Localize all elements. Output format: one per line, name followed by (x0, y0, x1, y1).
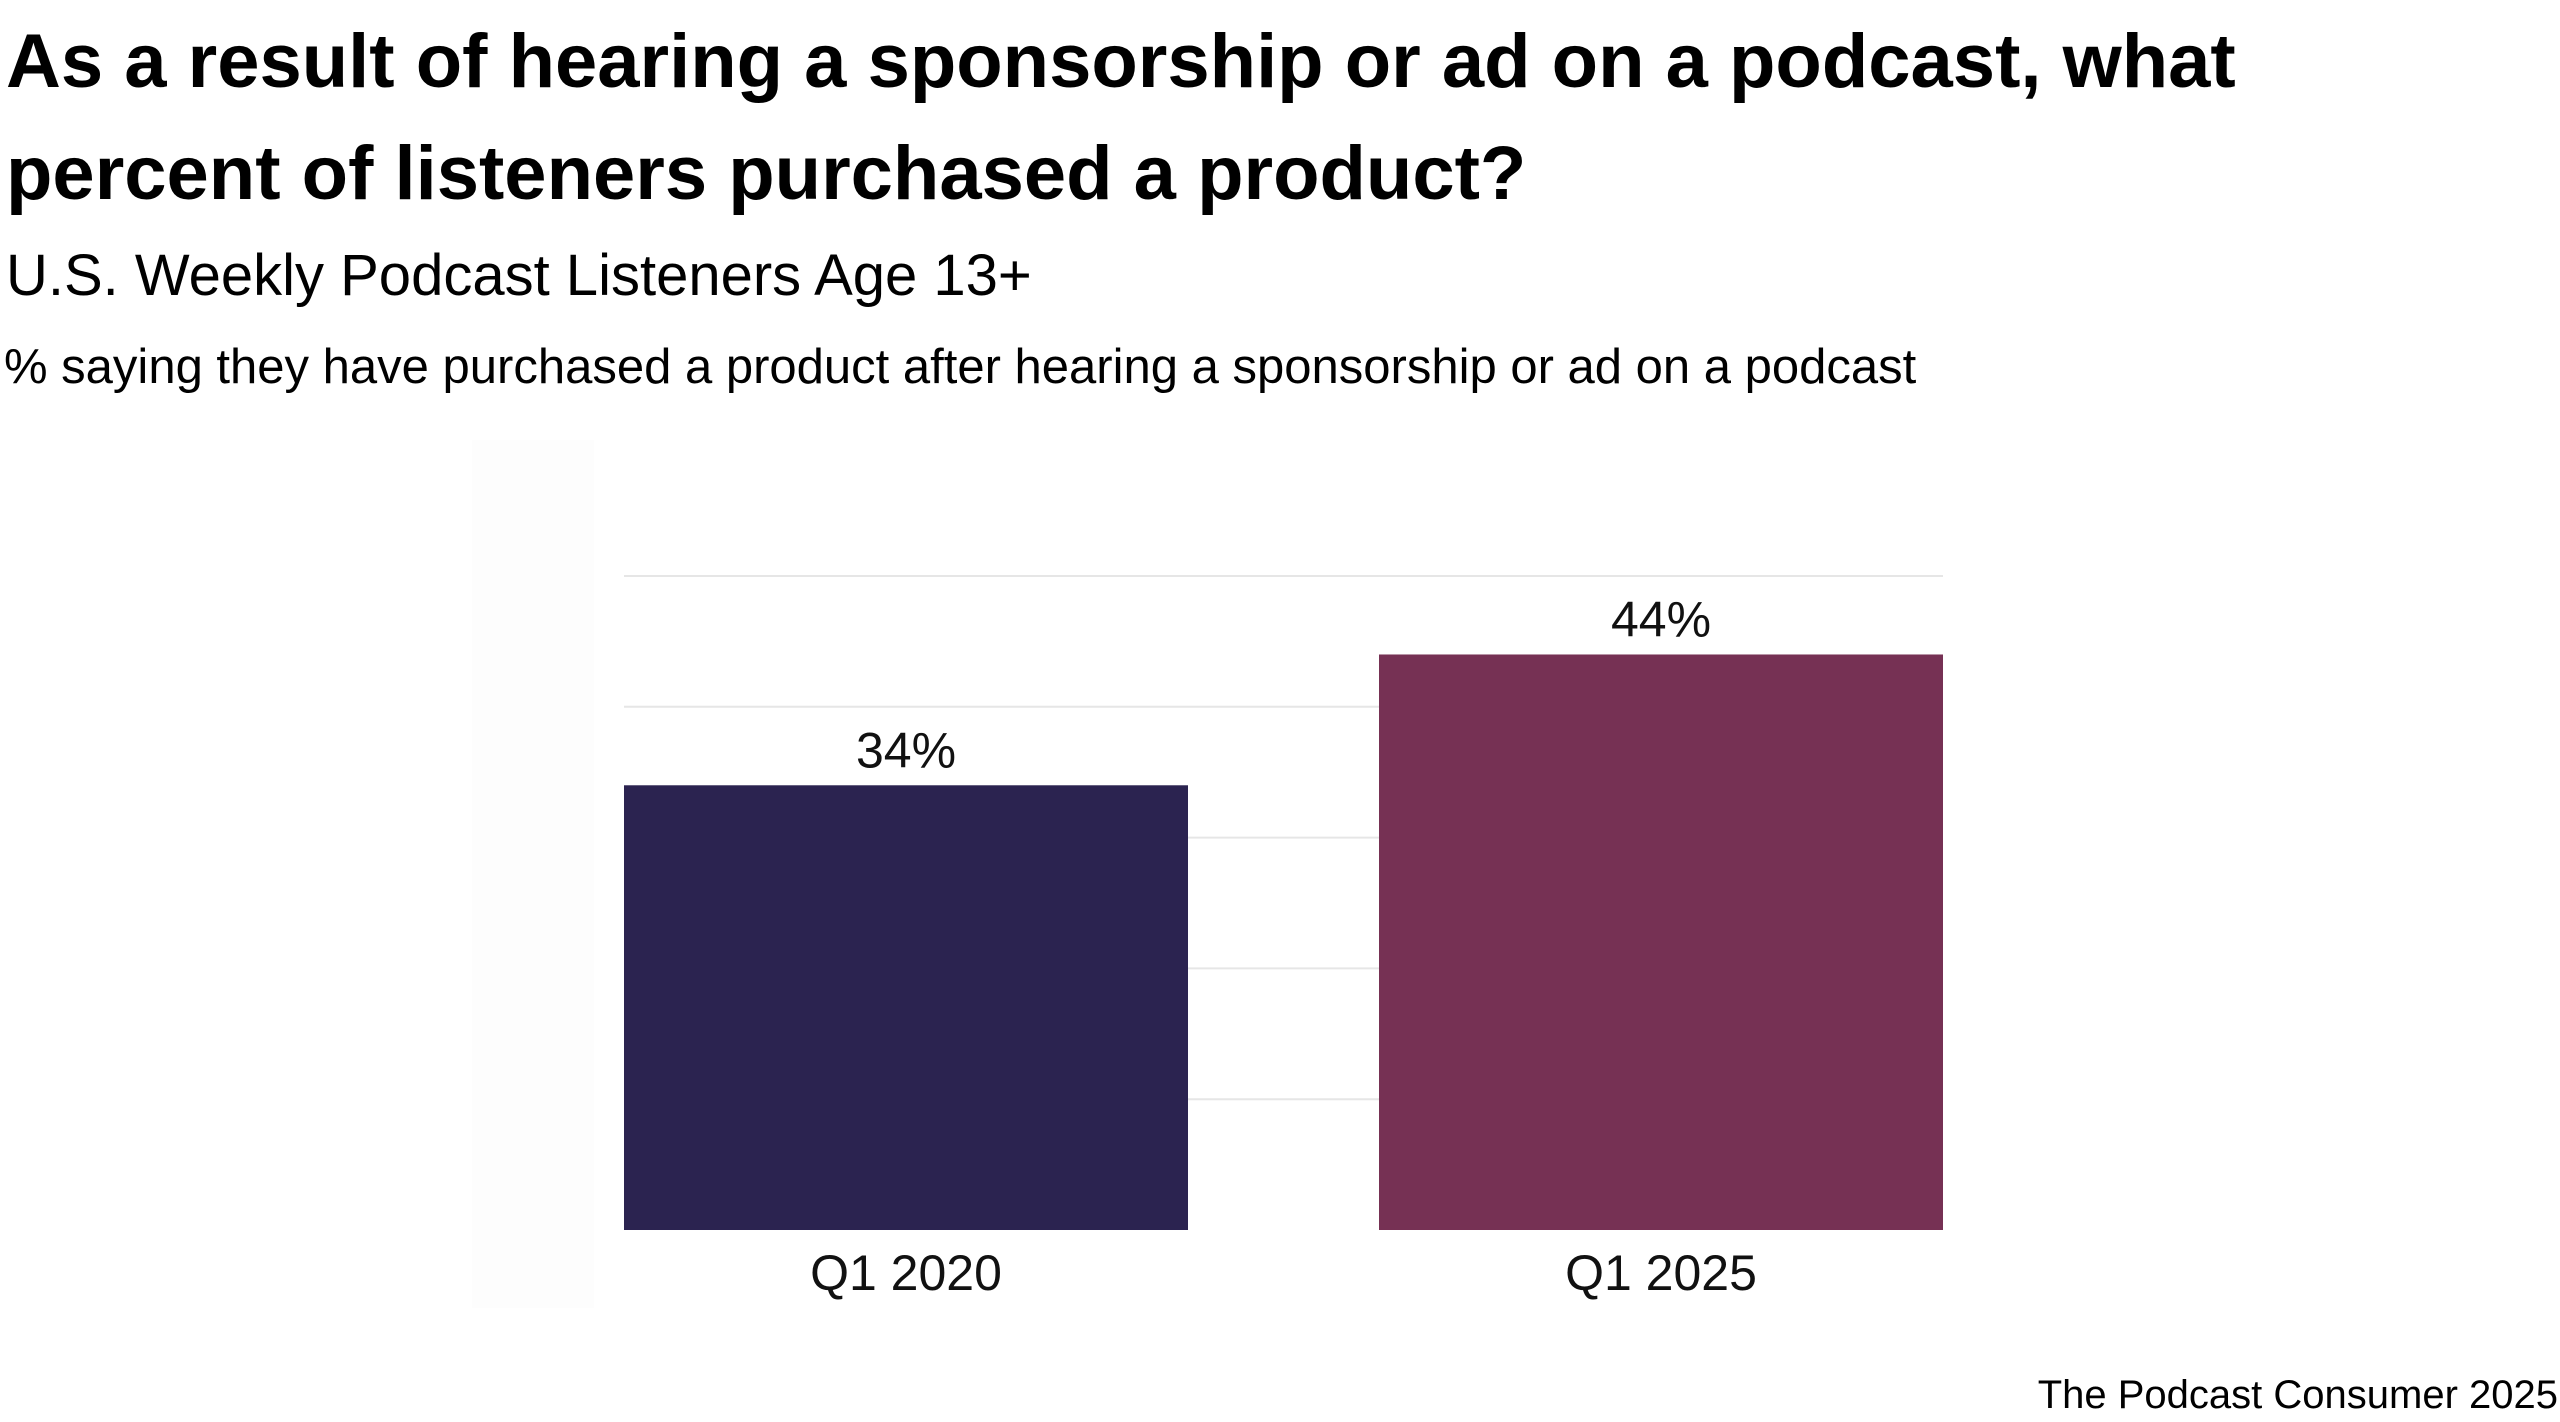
data-label-0: 34% (856, 722, 956, 778)
bar-1 (1379, 654, 1943, 1230)
chart-background-panel (472, 440, 594, 1308)
bar-0 (624, 785, 1188, 1230)
source-credit: The Podcast Consumer 2025 (2037, 1373, 2558, 1417)
chart-title: As a result of hearing a sponsorship or … (6, 19, 2236, 216)
category-label-1: Q1 2025 (1565, 1245, 1757, 1301)
chart-subtitle: U.S. Weekly Podcast Listeners Age 13+ (6, 243, 1032, 308)
category-label-0: Q1 2020 (810, 1245, 1002, 1301)
chart-measure-description: % saying they have purchased a product a… (4, 340, 1917, 394)
data-label-1: 44% (1611, 591, 1711, 647)
